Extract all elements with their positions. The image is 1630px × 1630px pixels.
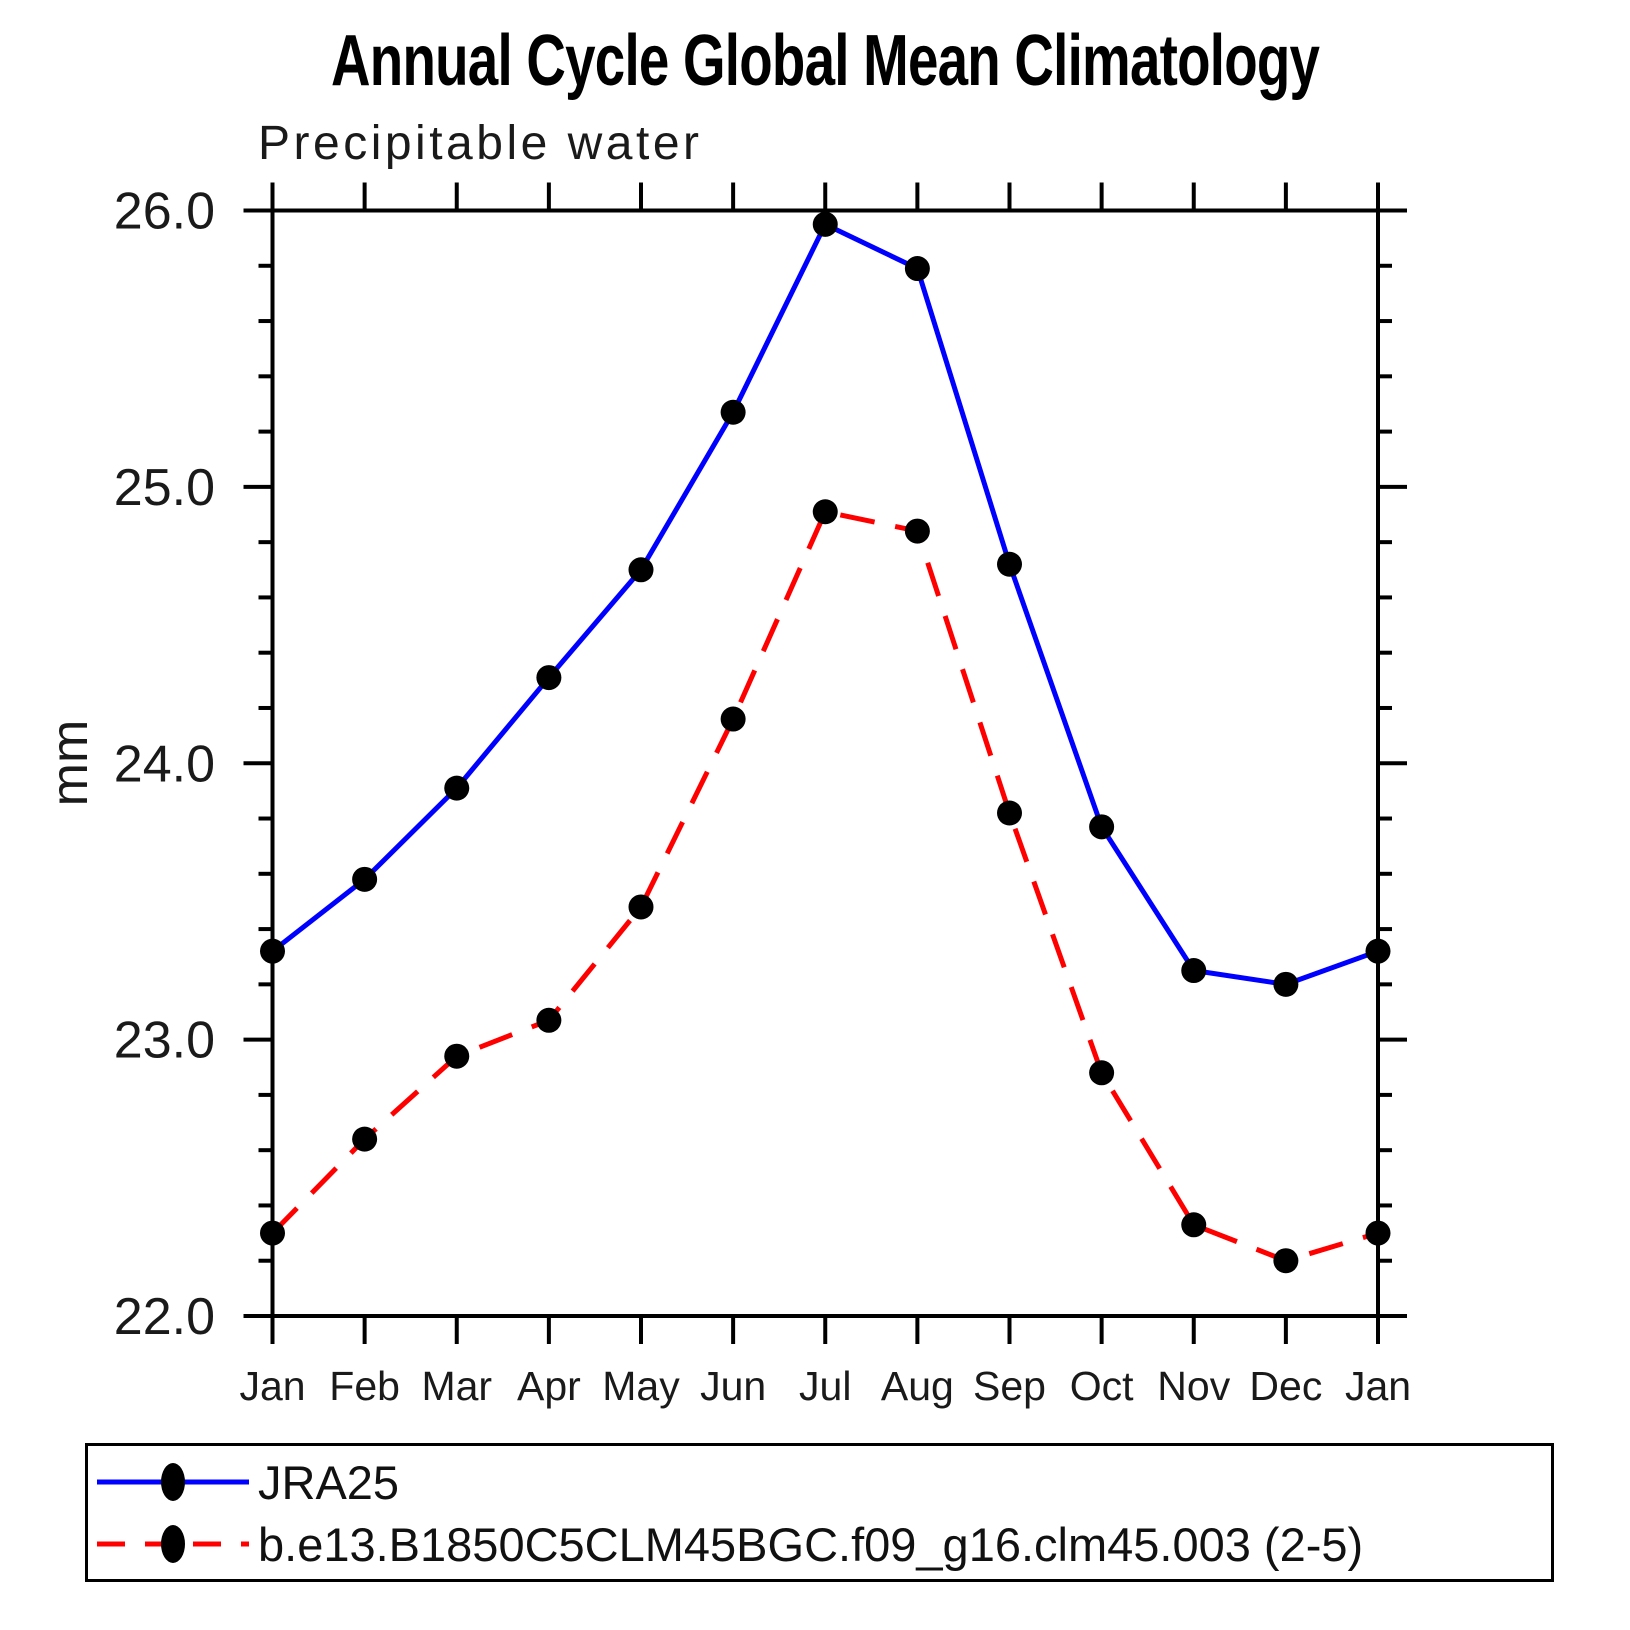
model-point	[536, 1007, 562, 1033]
legend-sample-model	[97, 1525, 249, 1563]
month-label: Sep	[973, 1363, 1046, 1409]
jra25-point	[260, 938, 285, 964]
legend-box: JRA25 b.e13.B1850C5CLM45BGC.f09_g16.clm4…	[85, 1443, 1554, 1582]
model-point	[1089, 1060, 1115, 1086]
legend-item-model: b.e13.B1850C5CLM45BGC.f09_g16.clm45.003 …	[94, 1513, 1551, 1575]
month-label: Apr	[517, 1363, 581, 1409]
month-label: Jan	[239, 1363, 305, 1409]
chart-subtitle: Precipitable water	[258, 117, 703, 170]
plot-frame	[270, 208, 1380, 1318]
model-point	[352, 1126, 378, 1152]
jra25-point	[904, 256, 930, 282]
y-tick-label: 26.0	[114, 183, 215, 241]
model-point	[720, 706, 746, 732]
model-line	[270, 509, 1379, 1264]
model-point	[812, 499, 838, 525]
y-tick-label: 22.0	[114, 1288, 215, 1346]
month-label: Aug	[881, 1363, 954, 1409]
month-label: Mar	[421, 1363, 492, 1409]
model-point	[260, 1220, 285, 1246]
month-label: Jan	[1345, 1363, 1411, 1409]
jra25-point	[997, 551, 1022, 577]
model-point	[1181, 1212, 1207, 1238]
jra25-point	[1273, 971, 1299, 997]
jra25-point	[352, 866, 378, 892]
y-tick-label: 25.0	[114, 459, 215, 517]
jra25-point	[628, 557, 654, 583]
legend-label-model: b.e13.B1850C5CLM45BGC.f09_g16.clm45.003 …	[258, 1517, 1364, 1571]
jra25-point	[536, 665, 562, 691]
month-label: Nov	[1157, 1363, 1230, 1409]
legend-dot-icon	[161, 1525, 185, 1563]
legend-label-jra25: JRA25	[258, 1455, 400, 1509]
y-tick-label: 23.0	[114, 1012, 215, 1070]
jra25-point	[444, 775, 470, 801]
month-label: Jun	[700, 1363, 766, 1409]
chart-title: Annual Cycle Global Mean Climatology	[330, 21, 1320, 101]
month-label: May	[602, 1363, 680, 1409]
model-point	[997, 800, 1022, 826]
jra25-point	[1181, 958, 1207, 984]
legend-item-jra25: JRA25	[94, 1451, 1551, 1513]
jra25-point	[812, 211, 838, 237]
model-point	[1273, 1248, 1299, 1274]
model-point	[444, 1043, 470, 1069]
model-point	[904, 518, 930, 544]
jra25-line	[270, 221, 1379, 987]
legend-sample-jra25	[97, 1463, 249, 1501]
month-label: Jul	[799, 1363, 851, 1409]
y-tick-label: 24.0	[114, 735, 215, 793]
jra25-point	[1089, 814, 1115, 840]
month-label: Dec	[1249, 1363, 1322, 1409]
page-title-wrap: Annual Cycle Global Mean Climatology	[10, 20, 1630, 102]
model-point	[628, 894, 654, 920]
model-point	[1365, 1220, 1391, 1246]
jra25-point	[1365, 938, 1391, 964]
month-label: Feb	[329, 1363, 400, 1409]
legend-dot-icon	[161, 1463, 185, 1501]
month-label: Oct	[1070, 1363, 1134, 1409]
jra25-point	[720, 399, 746, 425]
